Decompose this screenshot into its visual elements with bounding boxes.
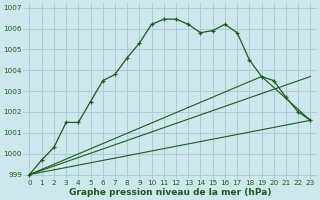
X-axis label: Graphe pression niveau de la mer (hPa): Graphe pression niveau de la mer (hPa) (69, 188, 271, 197)
